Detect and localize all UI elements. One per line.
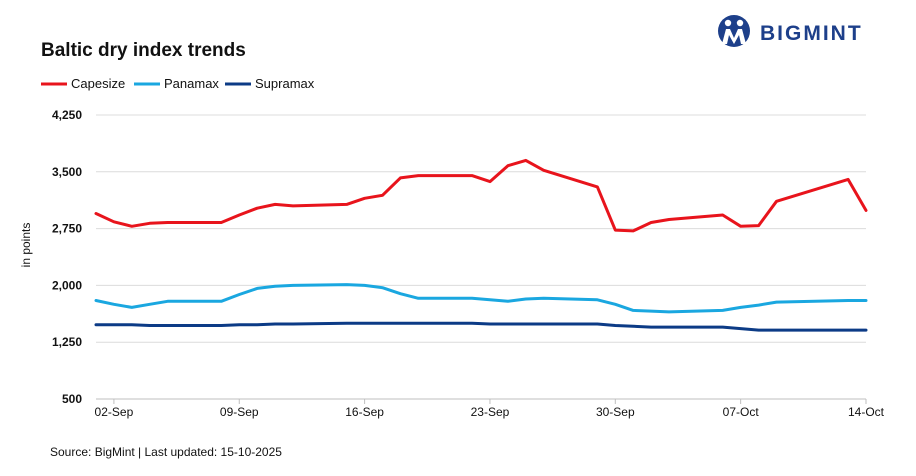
- legend-item-panamax: Panamax: [134, 76, 219, 91]
- y-tick-label: 1,250: [52, 335, 82, 349]
- legend-label-capesize: Capesize: [71, 76, 125, 91]
- legend-item-supramax: Supramax: [225, 76, 315, 91]
- series-layer: [94, 158, 868, 332]
- axis-layer: 4,250 3,500 2,750 2,000 1,250 500 02-Sep 09-Sep…: [52, 108, 885, 419]
- chart-title: Baltic dry index trends: [41, 40, 246, 61]
- y-tick-label: 500: [62, 392, 82, 406]
- source-note: Source: BigMint | Last updated: 15-10-20…: [50, 445, 282, 459]
- y-tick-label: 2,000: [52, 278, 82, 292]
- x-tick-label: 14-Oct: [848, 405, 885, 419]
- y-tick-label: 2,750: [52, 222, 82, 236]
- x-tick-label: 30-Sep: [596, 405, 635, 419]
- x-tick-label: 07-Oct: [723, 405, 760, 419]
- series-line-panamax: [94, 283, 868, 314]
- legend-item-capesize: Capesize: [41, 76, 125, 91]
- x-tick-label: 23-Sep: [471, 405, 510, 419]
- x-tick-label: 02-Sep: [95, 405, 134, 419]
- logo-text: BIGMINT: [760, 22, 863, 45]
- series-line-supramax: [94, 321, 868, 332]
- legend: Capesize Panamax Supramax: [41, 76, 315, 91]
- y-axis-title: in points: [19, 223, 33, 268]
- y-tick-label: 3,500: [52, 165, 82, 179]
- series-line-capesize: [94, 158, 868, 233]
- x-tick-label: 09-Sep: [220, 405, 259, 419]
- grid-layer: [96, 114, 866, 343]
- x-tick-label: 16-Sep: [345, 405, 384, 419]
- bigmint-logo: BIGMINT: [718, 15, 863, 47]
- y-tick-label: 4,250: [52, 108, 82, 122]
- legend-label-supramax: Supramax: [255, 76, 315, 91]
- legend-label-panamax: Panamax: [164, 76, 219, 91]
